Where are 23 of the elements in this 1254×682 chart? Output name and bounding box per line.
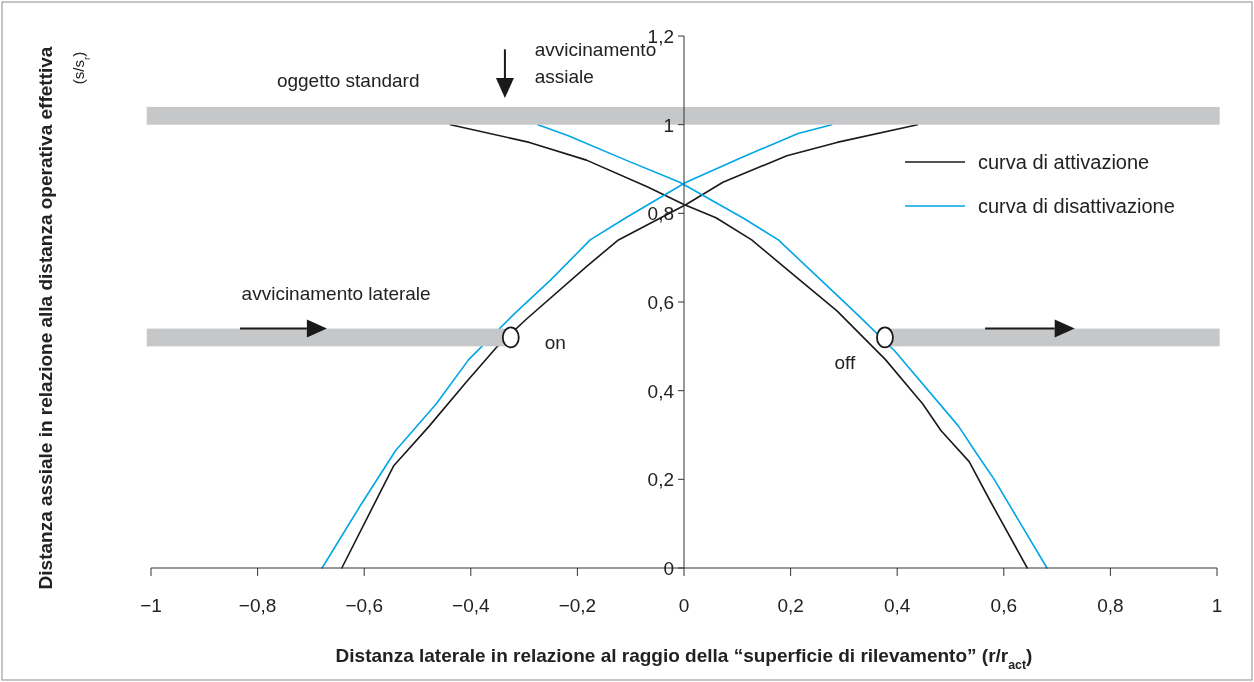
x-tick-label: −0,2 [558, 595, 597, 616]
y-tick-label: 0 [663, 558, 674, 579]
x-tick-label: 0,2 [777, 595, 804, 616]
x-tick-label: 0,8 [1097, 595, 1124, 616]
x-tick-label: 0,4 [883, 595, 911, 616]
x-axis-title: Distanza laterale in relazione al raggio della “superficie di rilevamento” (r/r$_{act}$) [335, 645, 1033, 672]
x-tick-label: −0,4 [452, 595, 490, 616]
annotation: oggetto standard [276, 69, 420, 91]
annotation: on [544, 332, 566, 354]
x-tick-label: 0,6 [990, 595, 1018, 616]
x-tick-label: −1 [140, 595, 162, 616]
y-tick-label: 1 [663, 114, 674, 136]
legend-label: curva di disattivazione [978, 195, 1175, 217]
y-tick-label: 0,4 [647, 380, 675, 402]
x-tick-label: −0,6 [345, 595, 383, 616]
legend-label: curva di attivazione [978, 151, 1150, 173]
x-tick-label: 0 [678, 595, 690, 616]
x-tick-label: 1 [1211, 595, 1223, 616]
annotation: avvicinamento laterale [241, 282, 431, 304]
y-tick-label: 0,2 [647, 469, 674, 491]
x-tick-label: −0,8 [238, 595, 277, 616]
y-tick-label: 0,6 [647, 292, 674, 313]
annotation: off [834, 352, 857, 374]
